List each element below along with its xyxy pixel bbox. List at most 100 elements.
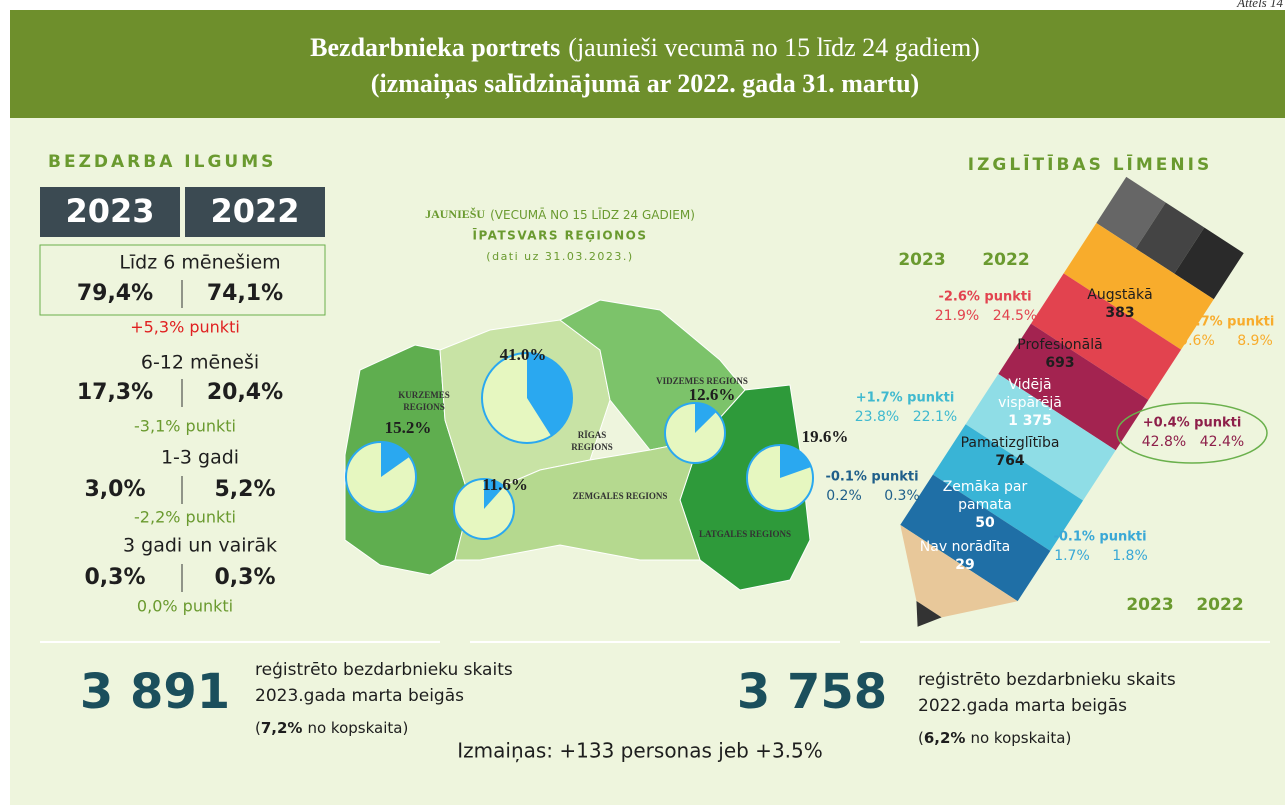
value-2023: 0.2% xyxy=(826,488,862,504)
level-name: Zemāka par xyxy=(943,479,1028,495)
pie-wedge xyxy=(780,445,812,478)
pie-wedge xyxy=(695,403,717,433)
level-change: -2.6% punkti xyxy=(938,290,1031,305)
pie-wedge xyxy=(484,479,504,509)
duration-label: 1-3 gadi xyxy=(161,447,239,469)
value-2022: 1.8% xyxy=(1112,548,1148,564)
note-open: ( xyxy=(918,729,924,747)
value-2022: 24.5% xyxy=(993,308,1037,324)
duration-label: Līdz 6 mēnešiem xyxy=(119,252,280,274)
change: 0,0% punkti xyxy=(137,597,233,616)
value-2022: 5,2% xyxy=(214,477,275,502)
title-rest: (jaunieši vecumā no 15 līdz 24 gadiem) xyxy=(568,33,980,62)
total-text: reģistrēto bezdarbnieku skaits xyxy=(918,670,1176,690)
pie-label: 11.6% xyxy=(482,475,528,494)
level-count: 50 xyxy=(975,515,995,531)
level-name: Nav norādīta xyxy=(920,539,1010,555)
total-text: 2023.gada marta beigās xyxy=(255,686,464,706)
year-label: 2023 xyxy=(898,250,945,270)
year-label: 2023 xyxy=(1126,595,1173,615)
value-2023: 9.6% xyxy=(1179,333,1215,349)
eraser xyxy=(1096,176,1166,249)
total-note: (6,2% no kopskaita) xyxy=(918,729,1071,747)
value-2022: 8.9% xyxy=(1237,333,1273,349)
value-2022: 22.1% xyxy=(913,409,957,425)
value-2023: 0,3% xyxy=(84,565,145,590)
total-number: 3 758 xyxy=(737,664,887,720)
pencil-wood xyxy=(900,524,1018,618)
total-text: 2022.gada marta beigās xyxy=(918,696,1127,716)
level-name: Augstākā xyxy=(1087,287,1152,303)
value-2022: 74,1% xyxy=(207,281,283,306)
level-count: 764 xyxy=(995,453,1024,469)
year-label: 2022 xyxy=(210,192,299,230)
pie-wedge xyxy=(381,442,410,477)
value-2023: 1.7% xyxy=(1054,548,1090,564)
year-box xyxy=(185,187,325,237)
map-caption: ĪPATSVARS REĢIONOS xyxy=(472,229,647,243)
section-heading: BEZDARBA ILGUMS xyxy=(48,152,276,172)
year-label: 2022 xyxy=(1196,595,1243,615)
value-2023: 21.9% xyxy=(935,308,979,324)
row-box xyxy=(39,244,326,316)
duration-label: 6-12 mēneši xyxy=(141,352,259,374)
pencil-band xyxy=(900,474,1051,602)
pencil-lead xyxy=(916,601,942,627)
level-count: 1 375 xyxy=(1008,413,1052,429)
region-name: REGIONS xyxy=(403,402,445,412)
header-band xyxy=(10,10,1285,118)
value-2023: 42.8% xyxy=(1142,434,1186,450)
region-name: KURZEMES xyxy=(398,390,450,400)
pencil-band xyxy=(965,373,1116,501)
highlight-ellipse xyxy=(1116,402,1268,464)
value-2023: 17,3% xyxy=(77,380,153,405)
pencil-band xyxy=(1030,273,1182,400)
total-number: 3 891 xyxy=(80,664,230,720)
pencil-band xyxy=(932,424,1084,551)
note-rest: no kopskaita) xyxy=(307,719,408,737)
pencil xyxy=(900,176,1244,627)
level-count: 693 xyxy=(1045,355,1074,371)
level-change: -0.1% punkti xyxy=(1053,530,1146,545)
value-2023: 23.8% xyxy=(855,409,899,425)
value-2022: 42.4% xyxy=(1200,434,1244,450)
level-count: 383 xyxy=(1105,305,1134,321)
value-2022: 0.3% xyxy=(884,488,920,504)
value-2022: 0,3% xyxy=(214,565,275,590)
pencil-band xyxy=(1063,223,1214,350)
value-2022: 20,4% xyxy=(207,380,283,405)
level-change: +0.7% punkti xyxy=(1176,315,1275,330)
duration-label: 3 gadi un vairāk xyxy=(123,535,277,557)
eraser xyxy=(1174,227,1244,300)
year-label: 2022 xyxy=(982,250,1029,270)
region-name: RĪGAS xyxy=(578,430,607,440)
value-2023: 79,4% xyxy=(77,281,153,306)
pie-label: 15.2% xyxy=(385,418,432,437)
eraser xyxy=(1135,202,1205,274)
title-bold: Bezdarbnieka portrets xyxy=(310,33,560,62)
pencil-band xyxy=(998,323,1149,451)
level-count: 29 xyxy=(955,557,974,573)
total-note: (7,2% no kopskaita) xyxy=(255,719,408,737)
region-name: ZEMGALES REGIONS xyxy=(573,491,668,501)
region-name: REGIONS xyxy=(571,442,613,452)
change: -2,2% punkti xyxy=(134,508,236,527)
caption-bold: JAUNIEŠU xyxy=(425,207,485,221)
level-name: Profesionālā xyxy=(1017,337,1102,353)
level-name: pamata xyxy=(958,497,1012,513)
year-box xyxy=(40,187,180,237)
pie-label: 41.0% xyxy=(500,345,547,364)
pie-label: 12.6% xyxy=(689,385,736,404)
level-change: +0.4% punkti xyxy=(1143,416,1242,431)
caption-rest: (VECUMĀ NO 15 LĪDZ 24 GADIEM) xyxy=(490,208,695,222)
region-name: LATGALES REGIONS xyxy=(699,529,791,539)
value-2023: 3,0% xyxy=(84,477,145,502)
level-name: vispārējā xyxy=(998,395,1062,411)
total-change: Izmaiņas: +133 personas jeb +3.5% xyxy=(457,739,823,763)
note-open: ( xyxy=(255,719,261,737)
note-bold: 7,2% xyxy=(261,719,303,737)
note-bold: 6,2% xyxy=(924,729,966,747)
region-name: VIDZEMES REGIONS xyxy=(656,376,748,386)
level-change: -0.1% punkti xyxy=(825,470,918,485)
